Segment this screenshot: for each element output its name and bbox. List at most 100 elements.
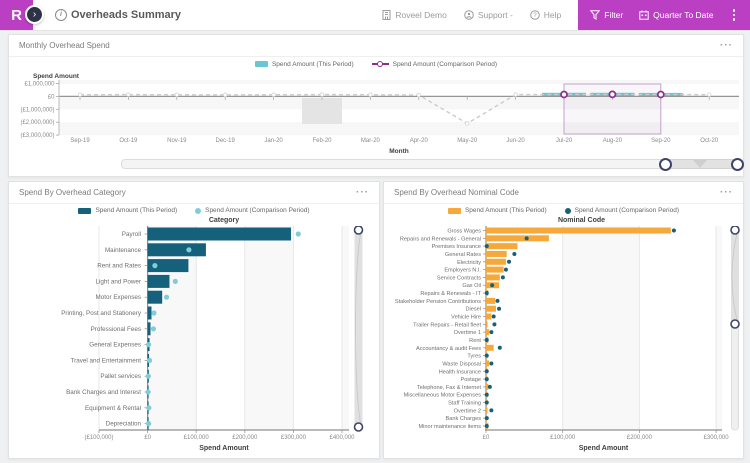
help-menu[interactable]: ? Help (529, 10, 561, 20)
comparison-dot-stakeholder-pension-contributions[interactable] (495, 298, 500, 303)
comparison-dot-general-rates[interactable] (512, 251, 517, 256)
bar-general-rates[interactable] (486, 250, 507, 257)
comparison-dot-payroll[interactable] (295, 231, 301, 237)
vertical-slider-handle-top[interactable] (730, 226, 740, 235)
comparison-dot-rent[interactable] (484, 337, 489, 342)
comparison-dot-bank-charges-and-interest[interactable] (145, 389, 151, 395)
comparison-marker-oct-20[interactable] (707, 92, 712, 97)
bar-maintenance[interactable] (147, 243, 206, 257)
comparison-dot-diesel[interactable] (497, 306, 502, 311)
vertical-slider-range[interactable] (731, 230, 739, 324)
comparison-dot-motor-expenses[interactable] (163, 294, 170, 300)
bar-printing-post-and-stationery[interactable] (147, 306, 152, 320)
comparison-dot-postage[interactable] (484, 377, 489, 382)
comparison-marker-may-20[interactable] (465, 121, 470, 126)
comparison-dot-maintenance[interactable] (186, 247, 192, 253)
comparison-dot-employers-n-i[interactable] (503, 267, 508, 272)
comparison-marker-highlighted-jul-20[interactable] (560, 90, 568, 99)
comparison-dot-overtime-2[interactable] (489, 408, 494, 413)
bar-accountancy-audit-fees[interactable] (486, 344, 494, 351)
month-range-slider[interactable] (121, 157, 744, 171)
comparison-dot-professional-fees[interactable] (150, 326, 157, 332)
bar-motor-expenses[interactable] (147, 290, 163, 304)
comparison-dot-overtime-1[interactable] (489, 330, 494, 335)
comparison-dot-printing-post-and-stationery[interactable] (151, 310, 157, 316)
comparison-dot-pallet-services[interactable] (145, 373, 151, 379)
comparison-dot-trailer-repairs-retail-fleet[interactable] (492, 322, 497, 327)
bar-vehicle-hire[interactable] (486, 313, 492, 320)
comparison-dot-repairs-and-renewals-general[interactable] (524, 236, 529, 241)
comparison-dot-telephone-fax-internet[interactable] (487, 384, 492, 389)
comparison-dot-equipment-rental[interactable] (146, 405, 152, 411)
bar-light-and-power[interactable] (147, 274, 170, 288)
panel-menu-button[interactable]: ··· (720, 186, 733, 198)
support-menu[interactable]: Support - (464, 10, 513, 20)
vertical-slider-handle-bottom[interactable] (353, 422, 364, 432)
bar-electricity[interactable] (486, 258, 506, 265)
slider-grip-icon[interactable] (693, 159, 707, 168)
comparison-dot-depreciation[interactable] (145, 421, 152, 427)
vertical-slider-range[interactable] (355, 230, 362, 427)
bar-rent-and-rates[interactable] (147, 259, 189, 273)
comparison-marker-dec-19[interactable] (222, 92, 228, 98)
bar-stakeholder-pension-contributions[interactable] (486, 297, 496, 304)
comparison-dot-rent-and-rates[interactable] (152, 263, 158, 269)
comparison-dot-electricity[interactable] (507, 259, 512, 264)
comparison-dot-premises-insurance[interactable] (484, 244, 489, 249)
comparison-dot-vehicle-hire[interactable] (491, 314, 496, 319)
comparison-dot-gross-wages[interactable] (671, 228, 676, 233)
comparison-dot-gas-oil[interactable] (490, 283, 495, 288)
slider-handle-left[interactable] (659, 158, 672, 171)
slider-handle-right[interactable] (731, 158, 744, 171)
panel-menu-button[interactable]: ··· (720, 39, 733, 51)
comparison-dot-accountancy-audit-fees[interactable] (497, 345, 502, 350)
comparison-marker-highlighted-sep-20[interactable] (656, 90, 665, 99)
filter-button[interactable]: Filter (590, 10, 623, 20)
bar-diesel[interactable] (486, 305, 496, 312)
panel-menu-button[interactable]: ··· (356, 186, 369, 198)
bar-overtime-2[interactable] (486, 407, 488, 414)
bar-payroll[interactable] (147, 227, 291, 241)
bar-premises-insurance[interactable] (486, 243, 518, 250)
bar-waste-disposal[interactable] (486, 360, 490, 367)
bar-repairs-and-renewals-general[interactable] (486, 235, 549, 242)
bar-employers-n-i[interactable] (486, 266, 504, 273)
comparison-dot-health-insurance[interactable] (484, 369, 489, 374)
comparison-dot-tyres[interactable] (484, 353, 489, 358)
info-icon[interactable]: i (55, 9, 67, 21)
bar-trailer-repairs-retail-fleet[interactable] (486, 321, 488, 328)
comparison-marker-oct-19[interactable] (126, 92, 131, 97)
comparison-dot-waste-disposal[interactable] (489, 361, 494, 366)
bar-gross-wages[interactable] (486, 227, 671, 234)
comparison-dot-minor-maintenance-items[interactable] (484, 424, 489, 428)
period-selector-button[interactable]: Quarter To Date (639, 10, 714, 20)
comparison-dot-bank-charges[interactable] (484, 416, 489, 421)
account-menu[interactable]: Roveel Demo (382, 10, 447, 20)
comparison-marker-jan-20[interactable] (271, 92, 276, 97)
bar-telephone-fax-internet[interactable] (486, 383, 489, 390)
comparison-marker-highlighted-aug-20[interactable] (608, 90, 617, 99)
vertical-slider-handle-bottom[interactable] (730, 319, 740, 329)
comparison-dot-light-and-power[interactable] (172, 278, 178, 284)
x-axis-title: Spend Amount (199, 445, 249, 452)
comparison-marker-sep-19[interactable] (77, 92, 83, 97)
comparison-dot-repairs-renewals-it[interactable] (484, 291, 489, 296)
row-label: Diesel (465, 307, 481, 313)
bar-service-contracts[interactable] (486, 274, 500, 281)
sidebar-expand-button[interactable]: › (25, 5, 44, 24)
comparison-marker-apr-20[interactable] (416, 92, 421, 98)
comparison-dot-travel-and-entertainment[interactable] (146, 357, 153, 363)
slider-track[interactable] (121, 159, 738, 169)
comparison-dot-service-contracts[interactable] (500, 275, 505, 280)
comparison-marker-feb-20[interactable] (319, 92, 325, 97)
comparison-marker-mar-20[interactable] (368, 92, 373, 97)
vertical-slider-handle-top[interactable] (353, 226, 364, 235)
overflow-menu-button[interactable] (730, 7, 739, 23)
comparison-marker-jun-20[interactable] (513, 92, 518, 97)
bar-professional-fees[interactable] (147, 322, 151, 336)
bar-overtime-1[interactable] (486, 329, 490, 336)
comparison-marker-nov-19[interactable] (174, 92, 179, 97)
comparison-dot-staff-training[interactable] (484, 400, 489, 405)
comparison-dot-miscellaneous-motor-expenses[interactable] (484, 392, 489, 397)
comparison-dot-general-expenses[interactable] (145, 342, 152, 348)
